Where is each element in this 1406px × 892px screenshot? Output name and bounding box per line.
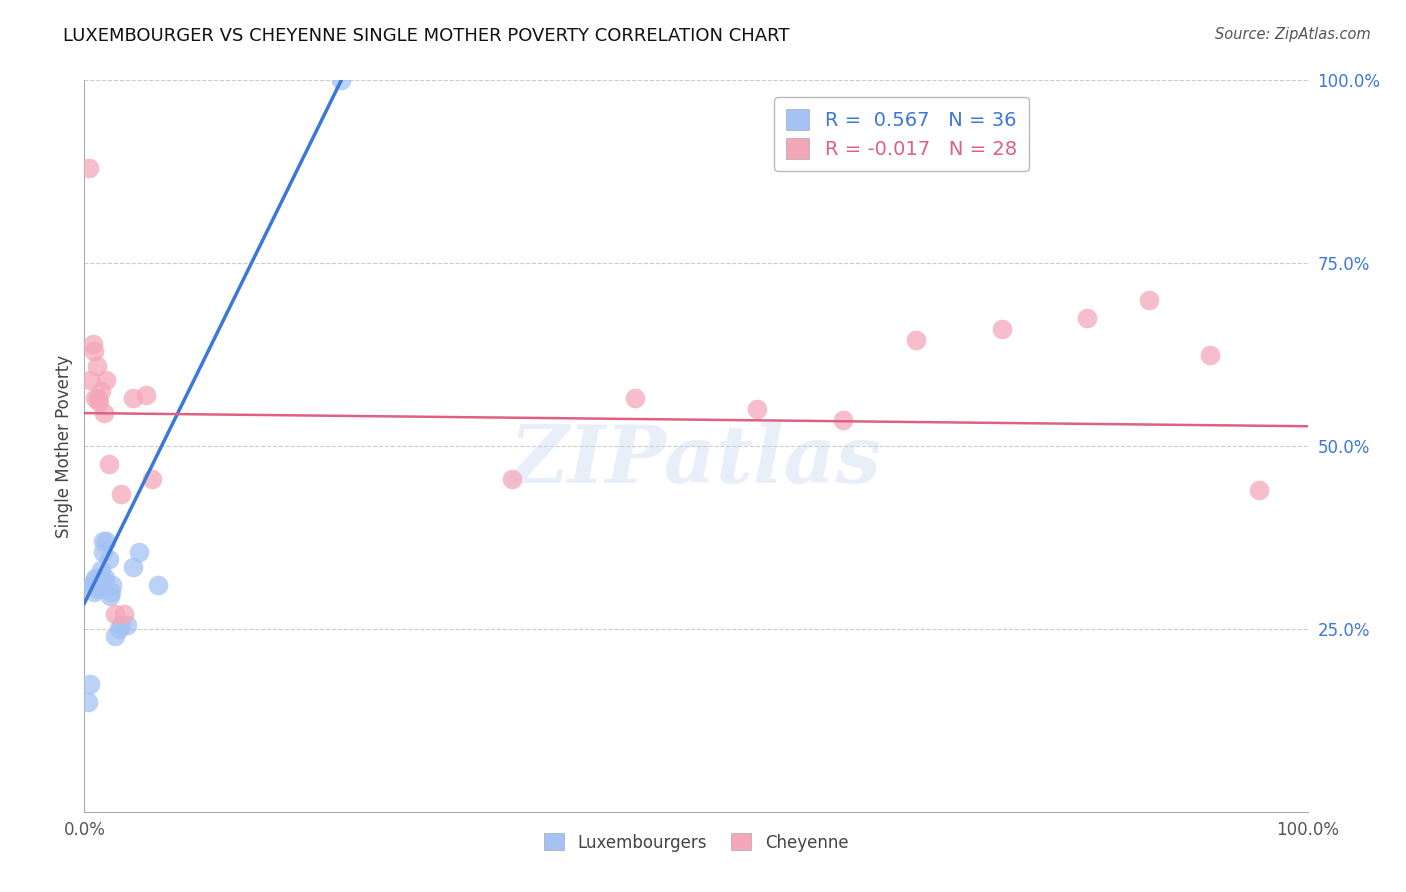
Point: [91, 534, 114, 549]
Point: [79, 373, 101, 387]
Point: [90, 571, 112, 585]
Point: [87, 571, 110, 585]
Point: [87, 574, 110, 589]
Point: [82, 578, 104, 592]
Point: [87, 574, 110, 589]
Point: [89, 574, 111, 589]
Point: [87, 571, 110, 585]
Point: [1198, 347, 1220, 362]
Point: [96, 534, 118, 549]
Point: [1137, 293, 1160, 307]
Point: [1247, 483, 1270, 497]
Point: [122, 392, 145, 406]
Point: [93, 406, 115, 420]
Point: [97, 457, 120, 471]
Point: [77, 161, 100, 175]
Point: [87, 392, 110, 406]
Point: [100, 585, 122, 599]
Legend: Luxembourgers, Cheyenne: Luxembourgers, Cheyenne: [537, 827, 855, 858]
Point: [104, 629, 127, 643]
Point: [91, 545, 114, 559]
Point: [94, 571, 117, 585]
Point: [110, 486, 132, 500]
Point: [115, 618, 138, 632]
Point: [96, 373, 118, 387]
Point: [86, 582, 108, 596]
Point: [502, 472, 524, 486]
Point: [831, 413, 853, 427]
Point: [330, 73, 353, 87]
Text: LUXEMBOURGER VS CHEYENNE SINGLE MOTHER POVERTY CORRELATION CHART: LUXEMBOURGER VS CHEYENNE SINGLE MOTHER P…: [63, 27, 790, 45]
Point: [1076, 310, 1098, 325]
Point: [86, 359, 108, 373]
Point: [77, 695, 100, 709]
Point: [89, 578, 111, 592]
Point: [86, 574, 108, 589]
Point: [101, 578, 124, 592]
Point: [112, 607, 135, 622]
Point: [83, 574, 105, 589]
Point: [90, 563, 112, 577]
Point: [83, 343, 105, 358]
Point: [98, 589, 121, 603]
Point: [97, 552, 120, 566]
Point: [624, 392, 647, 406]
Point: [991, 322, 1014, 336]
Point: [87, 395, 110, 409]
Point: [146, 578, 169, 592]
Point: [107, 622, 129, 636]
Point: [83, 585, 105, 599]
Point: [84, 392, 107, 406]
Point: [135, 388, 157, 402]
Point: [110, 618, 132, 632]
Point: [141, 472, 163, 486]
Point: [90, 384, 112, 399]
Text: Source: ZipAtlas.com: Source: ZipAtlas.com: [1215, 27, 1371, 42]
Point: [82, 336, 104, 351]
Point: [122, 559, 145, 574]
Point: [86, 578, 108, 592]
Point: [79, 676, 101, 690]
Point: [93, 574, 115, 589]
Point: [905, 333, 928, 347]
Point: [89, 571, 111, 585]
Text: ZIPatlas: ZIPatlas: [510, 422, 882, 500]
Point: [87, 571, 110, 585]
Y-axis label: Single Mother Poverty: Single Mother Poverty: [55, 354, 73, 538]
Point: [128, 545, 150, 559]
Point: [104, 607, 127, 622]
Point: [84, 571, 107, 585]
Point: [747, 402, 769, 417]
